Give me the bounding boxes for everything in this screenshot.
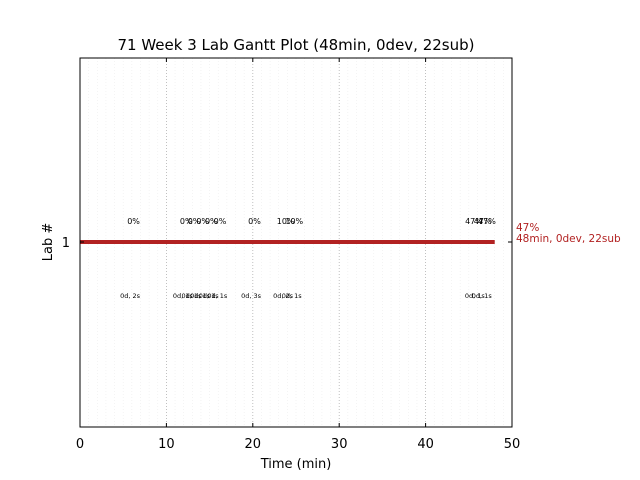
x-axis-ticks: 0 10 20 30 40 50 bbox=[76, 58, 520, 452]
submission-pct-label: 10% bbox=[285, 217, 303, 226]
y-axis-ticks: 1 bbox=[62, 236, 512, 251]
submission-pct-label: 10% bbox=[277, 217, 295, 226]
submission-meta-label: 0d, 3s bbox=[241, 292, 262, 300]
submission-meta-label: 0d, 1s bbox=[465, 292, 486, 300]
submission-meta-label: 0d, 2s bbox=[120, 292, 141, 300]
submission-pct-label: 0% bbox=[127, 217, 140, 226]
submission-meta-label: 0d, 1s bbox=[472, 292, 493, 300]
bar-label-summary: 48min, 0dev, 22sub bbox=[516, 233, 621, 245]
submission-pct-label: 0% bbox=[248, 217, 261, 226]
chart-title: 71 Week 3 Lab Gantt Plot (48min, 0dev, 2… bbox=[117, 36, 474, 54]
x-axis-label: Time (min) bbox=[260, 457, 332, 472]
x-tick-label: 40 bbox=[417, 437, 434, 452]
submission-pct-label: 47% bbox=[474, 217, 492, 226]
x-tick-label: 50 bbox=[504, 437, 521, 452]
y-tick-label: 1 bbox=[62, 236, 70, 251]
submission-pct-label: 0% bbox=[180, 217, 193, 226]
submission-meta-label: 0d, 1s bbox=[181, 292, 202, 300]
x-tick-label: 10 bbox=[158, 437, 175, 452]
y-axis-label: Lab # bbox=[41, 223, 56, 262]
x-tick-label: 20 bbox=[245, 437, 262, 452]
submission-pct-label: 0% bbox=[214, 217, 227, 226]
submission-meta-label: 0d, 1s bbox=[199, 292, 220, 300]
submission-pct-label: 0% bbox=[188, 217, 201, 226]
submission-pct-label: 0% bbox=[196, 217, 209, 226]
submission-meta-label: 0d, 1s bbox=[173, 292, 194, 300]
x-tick-label: 0 bbox=[76, 437, 84, 452]
submission-pct-labels: 0% 0%0%0%0%0% 0% 10%10% 47%47%47% bbox=[127, 217, 496, 226]
submission-pct-label: 0% bbox=[205, 217, 218, 226]
submission-pct-label: 47% bbox=[478, 217, 496, 226]
submission-meta-label: 0d, 1s bbox=[190, 292, 211, 300]
submission-meta-label: 0d, 1s bbox=[282, 292, 303, 300]
bar-label-percent: 47% bbox=[516, 222, 539, 234]
submission-meta-label: 0d, 1s bbox=[207, 292, 228, 300]
submission-meta-label: 0d, 2s bbox=[273, 292, 294, 300]
x-tick-label: 30 bbox=[331, 437, 348, 452]
submission-pct-label: 47% bbox=[465, 217, 483, 226]
